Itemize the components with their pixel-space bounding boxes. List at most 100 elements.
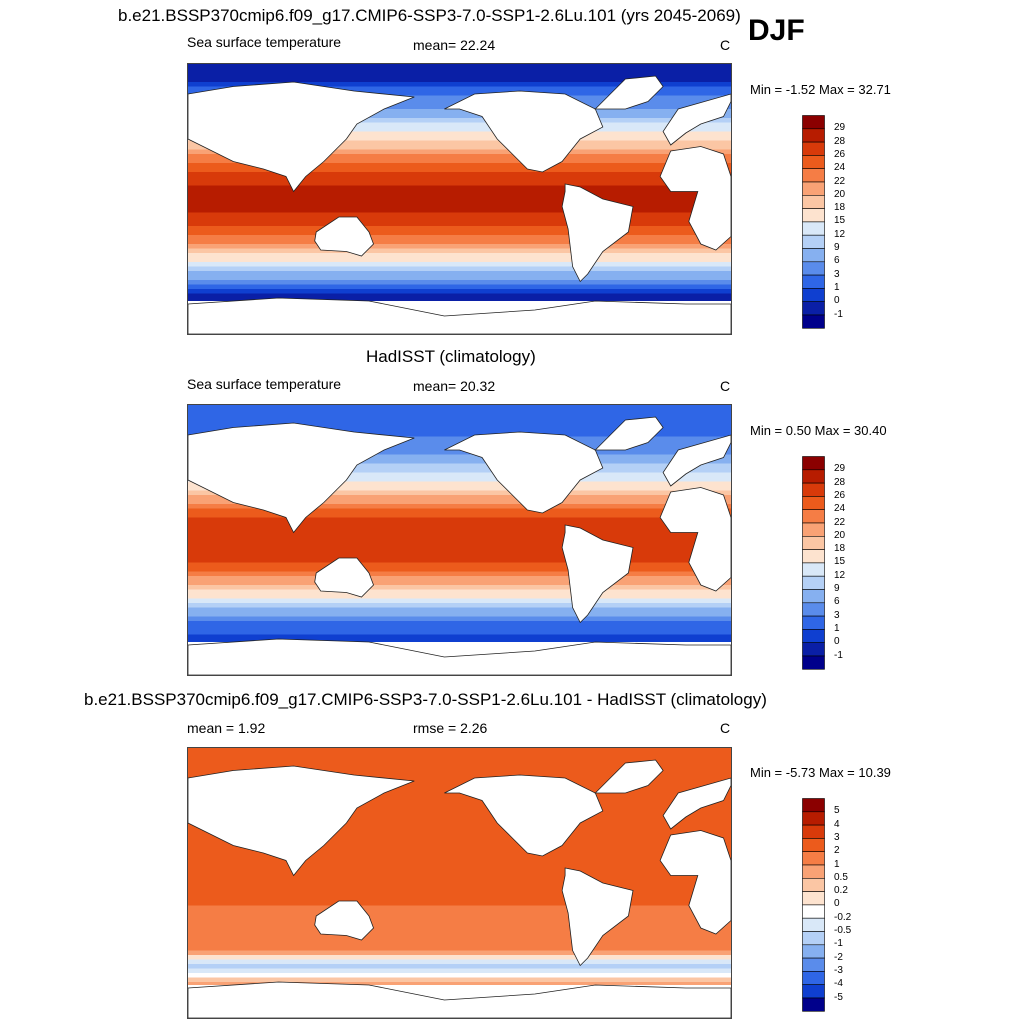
continent-australia <box>314 216 374 257</box>
panel-3-map <box>187 747 732 1019</box>
colorbar-level-label: 9 <box>834 583 840 594</box>
sst-band <box>188 558 731 564</box>
colorbar-level-label: 0 <box>834 898 840 910</box>
sst-band <box>188 203 731 209</box>
sst-band <box>188 131 731 137</box>
sst-band <box>188 423 731 429</box>
colorbar-level-label: 4 <box>834 818 840 830</box>
sst-band <box>188 68 731 74</box>
colorbar-level-label: 29 <box>834 463 846 475</box>
colorbar-swatch <box>802 629 825 643</box>
sst-band <box>188 427 731 433</box>
sst-band <box>188 436 731 442</box>
colorbar-swatch <box>802 208 825 223</box>
sst-band <box>188 535 731 541</box>
panel-3-minmax-label: Min = -5.73 Max = 10.39 <box>750 765 891 780</box>
sst-band <box>188 405 731 411</box>
sst-band <box>188 244 731 250</box>
colorbar-swatch <box>802 482 825 497</box>
colorbar-swatch <box>802 168 825 183</box>
sst-band <box>188 194 731 200</box>
panel-1-colorbar: 29 28 26 24 22 20 18 15 12 9 6 3 1 0 -1 <box>802 115 862 329</box>
colorbar-swatch <box>802 838 825 853</box>
continent-greenland <box>594 75 664 110</box>
colorbar-swatch <box>802 274 825 289</box>
colorbar-level-label: 26 <box>834 148 846 160</box>
sst-band <box>188 607 731 613</box>
sst-band <box>188 418 731 424</box>
sst-band <box>188 127 731 133</box>
sst-band <box>188 824 731 830</box>
sst-band <box>188 874 731 880</box>
continent-australia <box>314 900 374 941</box>
panel-1-variable-label: Sea surface temperature <box>187 34 342 50</box>
sst-band <box>188 982 731 988</box>
colorbar-level-label: 1 <box>834 622 840 634</box>
colorbar-swatch <box>802 549 825 564</box>
sst-band <box>188 253 731 259</box>
sst-band <box>188 284 731 290</box>
sst-band <box>188 454 731 460</box>
colorbar-swatch <box>802 851 825 866</box>
sst-band <box>188 598 731 604</box>
sst-band <box>188 576 731 582</box>
panel-2-mean-label: mean= 20.32 <box>413 378 496 394</box>
colorbar-swatch <box>802 971 825 985</box>
sst-band <box>188 158 731 164</box>
sst-band <box>188 167 731 173</box>
sst-band <box>188 477 731 483</box>
sst-band <box>188 540 731 546</box>
colorbar-level-label: 12 <box>834 569 846 581</box>
sst-band <box>188 221 731 227</box>
sst-band <box>188 630 731 636</box>
colorbar-swatch <box>802 589 825 604</box>
sst-band <box>188 806 731 812</box>
sst-band <box>188 208 731 214</box>
continent-greenland <box>594 759 664 794</box>
sst-band <box>188 226 731 232</box>
sst-band <box>188 409 731 415</box>
sst-band <box>188 82 731 88</box>
sst-band <box>188 472 731 478</box>
panel-1-title: b.e21.BSSP370cmip6.f09_g17.CMIP6-SSP3-7.… <box>118 6 741 25</box>
colorbar-swatch <box>802 288 825 302</box>
sst-band <box>188 136 731 142</box>
colorbar-level-label: -5 <box>834 991 843 1003</box>
sst-band <box>188 77 731 83</box>
colorbar-level-label: -3 <box>834 964 843 976</box>
sst-band <box>188 748 731 754</box>
sst-band <box>188 280 731 286</box>
sst-band <box>188 928 731 934</box>
continent-south-america <box>561 867 634 967</box>
sst-band <box>188 499 731 505</box>
colorbar-swatch <box>802 904 825 919</box>
colorbar-level-label: 0 <box>834 636 840 648</box>
sst-band <box>188 257 731 263</box>
colorbar-swatch <box>802 997 825 1012</box>
sst-band <box>188 176 731 182</box>
sst-band <box>188 838 731 844</box>
sst-band <box>188 878 731 884</box>
continent-south-america <box>561 524 634 624</box>
sst-band <box>188 266 731 272</box>
sst-band <box>188 851 731 857</box>
sst-band <box>188 289 731 295</box>
sst-band <box>188 185 731 191</box>
sst-band <box>188 634 731 640</box>
sst-band <box>188 145 731 151</box>
colorbar-level-label: 20 <box>834 188 846 200</box>
colorbar-swatch <box>802 917 825 932</box>
sst-band <box>188 833 731 839</box>
sst-band <box>188 955 731 961</box>
continent-europe-west <box>662 93 731 146</box>
sst-band <box>188 585 731 591</box>
sst-band <box>188 860 731 866</box>
sst-band <box>188 811 731 817</box>
colorbar-swatch <box>802 469 825 484</box>
sst-band <box>188 549 731 555</box>
sst-band <box>188 486 731 492</box>
sst-band <box>188 580 731 586</box>
colorbar-level-label: 26 <box>834 489 846 501</box>
panel-3-map-svg <box>188 748 731 1018</box>
sst-band <box>188 262 731 268</box>
